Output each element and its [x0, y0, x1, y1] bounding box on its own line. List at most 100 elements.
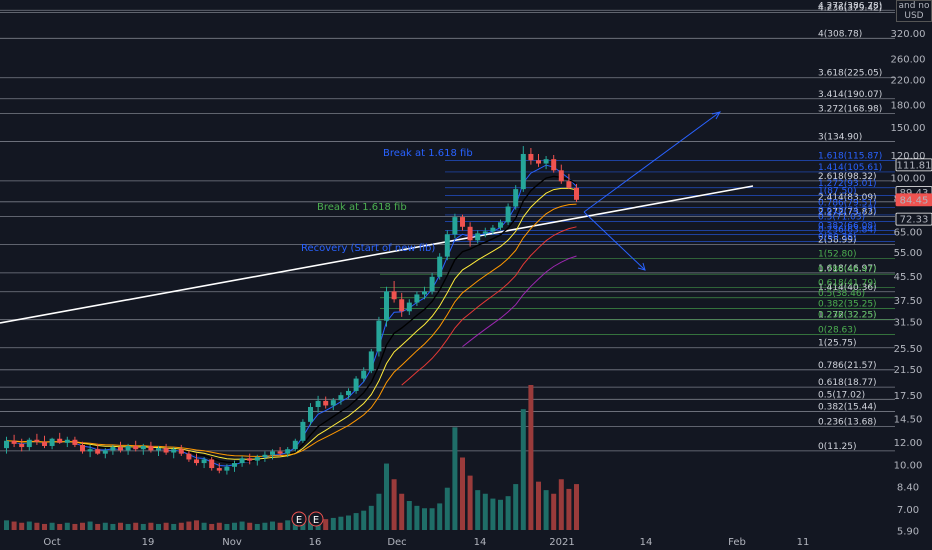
earnings-badge-1[interactable] — [291, 511, 307, 527]
fib-label-white-0: 4.272(386.78) — [818, 1, 882, 11]
candle-body — [406, 302, 412, 312]
date-axis[interactable]: Oct 19 Nov 16 Dec 14 2021 14 Feb 11 — [0, 532, 895, 550]
volume-bar — [171, 523, 177, 530]
candle-body — [300, 421, 306, 441]
candle-body — [361, 370, 367, 379]
price-axis-bg — [895, 0, 932, 550]
date-tick-7: 14 — [640, 537, 653, 548]
candle-body — [528, 153, 534, 161]
fib-label-white-8: 2.414(83.09) — [818, 193, 877, 203]
candle-body — [558, 170, 564, 182]
fib-label-white-3: 3.618(225.05) — [818, 69, 882, 79]
volume-bar — [4, 520, 9, 530]
fib-label-blue-1: 1.414(105.61) — [818, 163, 882, 173]
candle-body — [482, 231, 488, 234]
price-tick-18: 10.00 — [894, 461, 923, 472]
volume-bar — [490, 498, 496, 530]
price-tag-bg-2 — [895, 193, 932, 207]
price-tick-11: 37.50 — [894, 296, 923, 307]
volume-bar — [110, 523, 116, 530]
fib-label-white-20: 0(11.25) — [818, 442, 857, 452]
price-tick-3: 180.00 — [891, 101, 926, 112]
candle-body — [429, 276, 435, 292]
fib-label-green-4: 0.382(35.25) — [818, 300, 877, 310]
volume-bar — [163, 522, 169, 530]
date-tick-0: Oct — [43, 537, 60, 548]
annotation-recovery: Recovery (Start of new fib) — [301, 243, 435, 254]
volume-bar — [42, 523, 47, 530]
fib-label-white-10: 2(58.99) — [818, 235, 857, 245]
volume-bar — [102, 522, 108, 530]
candle-body — [102, 450, 108, 454]
currency-code: USD — [904, 11, 924, 21]
candle-body — [216, 468, 222, 471]
volume-bar — [376, 493, 382, 530]
volume-bar — [338, 516, 344, 530]
date-tick-5: 14 — [474, 537, 487, 548]
volume-bar — [460, 457, 465, 530]
date-tick-9: 11 — [797, 537, 810, 548]
volume-bar — [224, 523, 230, 530]
volume-bar — [118, 522, 123, 530]
price-tick-14: 21.50 — [894, 365, 923, 376]
volume-bar — [482, 493, 488, 530]
trend-lines — [0, 111, 754, 324]
volume-bar — [566, 488, 572, 530]
candle-body — [42, 441, 47, 446]
volume-bar — [361, 510, 367, 530]
candle-body — [467, 226, 473, 241]
earnings-badge-2[interactable] — [308, 511, 324, 527]
currency-label[interactable]: and no USD — [896, 0, 932, 22]
projection-arrow-down[interactable] — [583, 211, 646, 271]
ema-34 — [401, 226, 577, 386]
candle-body — [186, 453, 192, 460]
candles — [4, 146, 579, 475]
fib-label-blue-2: 1.272(93.01) — [818, 179, 877, 189]
date-axis-bg — [0, 532, 895, 550]
candle-body — [11, 440, 17, 444]
fib-label-white-15: 0.786(21.57) — [818, 361, 877, 371]
volume-bar — [505, 496, 511, 530]
candle-body — [254, 457, 260, 461]
projection-arrow-up[interactable] — [583, 111, 721, 213]
fib-label-green-2: 0.618(41.79) — [818, 278, 877, 288]
volume-bar — [536, 481, 541, 530]
fib-label-blue-8: 0.236(63.84) — [818, 226, 877, 236]
volume-bar — [330, 517, 336, 530]
trendline[interactable] — [0, 185, 754, 324]
volume-bar — [444, 487, 450, 530]
price-tick-1: 260.00 — [891, 55, 926, 66]
fib-label-white-16: 0.618(18.77) — [818, 378, 877, 388]
candle-body — [330, 400, 336, 406]
candle-body — [133, 445, 139, 450]
volume-bar — [262, 522, 268, 530]
volume-bar — [239, 521, 245, 530]
fib-label-blue-6: 0.5(71.03) — [818, 212, 865, 222]
candle-body — [543, 159, 549, 164]
candle-body — [64, 439, 70, 443]
candle-body — [353, 378, 359, 391]
price-tick-20: 7.00 — [897, 505, 919, 516]
volume-bar — [140, 523, 146, 530]
candle-body — [239, 458, 245, 464]
candle-body — [87, 449, 93, 452]
fib-label-white-18: 0.382(15.44) — [818, 402, 877, 412]
volume-bar — [414, 505, 420, 530]
candle-body — [118, 447, 123, 451]
volume-bar — [87, 521, 93, 530]
candle-body — [292, 440, 298, 450]
date-tick-6: 2021 — [549, 537, 574, 548]
candle-body — [110, 447, 116, 451]
fib-label-blue-5: 0.618(74.77) — [818, 206, 877, 216]
volume-bar — [232, 522, 237, 530]
volume-bar — [528, 385, 534, 530]
fib-level-labels: 4.272(386.78)4.236(379.42) 4(308.78) 3.618… — [818, 1, 882, 452]
price-axis[interactable]: 320.00 260.00 220.00 180.00 150.00 120.00 100.… — [891, 0, 932, 550]
volume-bar — [520, 409, 526, 530]
volume-bar — [406, 501, 412, 530]
price-tag-bg-0 — [895, 158, 932, 172]
volume-bar — [95, 523, 101, 530]
fib-label-blue-4: 0.786(79.51) — [818, 198, 877, 208]
